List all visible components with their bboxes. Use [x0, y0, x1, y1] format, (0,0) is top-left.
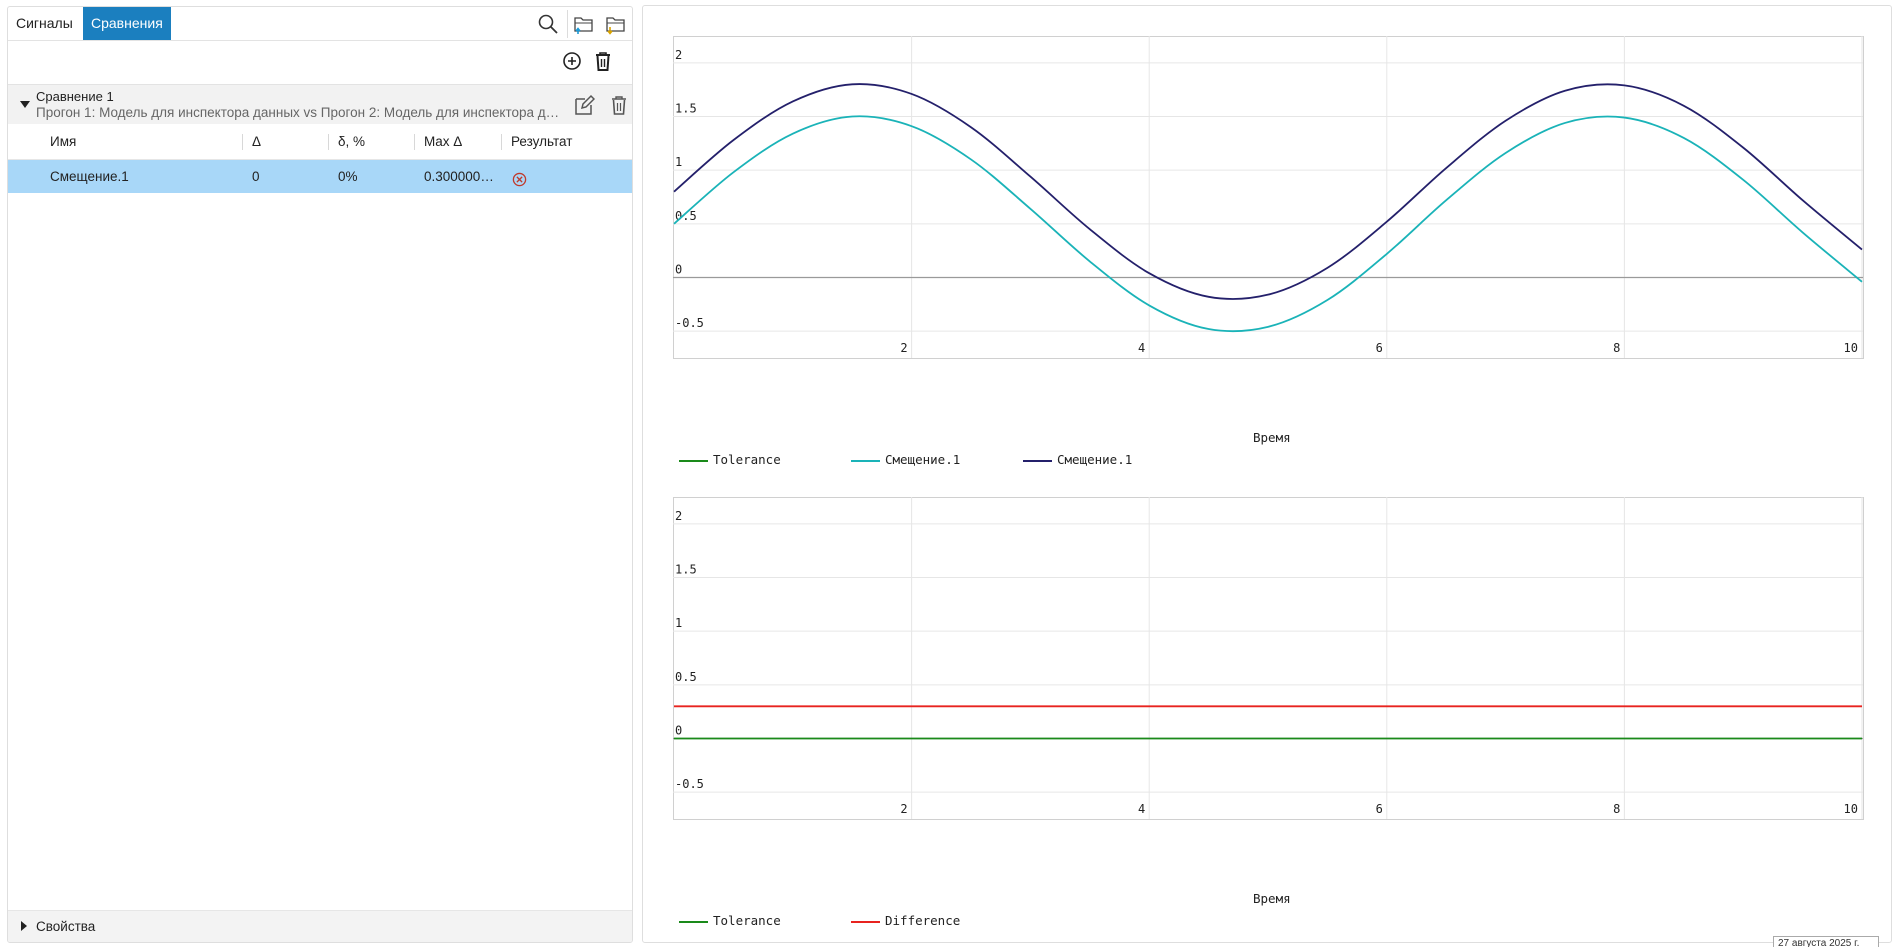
properties-label: Свойства [36, 919, 96, 934]
comparison-subtitle: Прогон 1: Модель для инспектора данных v… [36, 105, 564, 120]
x-tick-label: 4 [1138, 802, 1145, 816]
column-max-delta-header[interactable]: Max Δ [424, 134, 463, 149]
expand-caret-icon[interactable] [21, 921, 27, 931]
legend-label: Difference [885, 913, 961, 928]
signal-name-cell: Смещение.1 [50, 169, 129, 184]
x-tick-label: 6 [1376, 341, 1383, 355]
column-name-header[interactable]: Имя [50, 134, 77, 149]
table-row[interactable]: Смещение.1 0 0% 0.30000000000000004 [8, 160, 632, 193]
y-tick-label: 0 [675, 724, 682, 738]
column-result-header[interactable]: Результат [511, 134, 573, 149]
x-tick-label: 2 [900, 341, 907, 355]
legend-swatch-tolerance [679, 460, 708, 462]
tab-bar: Сигналы Сравнения [8, 7, 632, 41]
difference-chart[interactable]: 2 1.5 1 0.5 0 -0.5 2 4 6 8 10 [673, 497, 1875, 820]
comparison-toolbar [8, 41, 632, 83]
tab-signals[interactable]: Сигналы [16, 15, 73, 31]
y-tick-label: 2 [675, 48, 682, 62]
max-delta-cell: 0.30000000000000004 [424, 169, 494, 184]
y-tick-label: -0.5 [675, 777, 704, 791]
x-tick-label: 2 [900, 802, 907, 816]
x-tick-label: 10 [1844, 341, 1858, 355]
trash-icon[interactable] [592, 49, 614, 73]
plot-area-panel: 2 1.5 1 0.5 0 -0.5 2 4 6 8 10 Время Tolerance Смещ… [642, 5, 1892, 943]
delta-cell: 0 [252, 169, 260, 184]
column-delta-pct-header[interactable]: δ, % [338, 134, 366, 149]
y-tick-label: -0.5 [675, 316, 704, 330]
y-tick-label: 0.5 [675, 670, 697, 684]
series-line[interactable] [673, 83, 1863, 300]
legend-swatch-tolerance [679, 921, 708, 923]
add-icon[interactable] [561, 49, 583, 73]
y-tick-label: 1.5 [675, 563, 697, 577]
y-tick-label: 1 [675, 155, 682, 169]
legend-label: Tolerance [713, 452, 781, 467]
search-icon[interactable] [537, 13, 559, 35]
tab-comparisons[interactable]: Сравнения [83, 7, 171, 40]
comparisons-panel: Сигналы Сравнения [7, 6, 633, 943]
column-divider[interactable] [501, 134, 502, 150]
y-tick-label: 1.5 [675, 102, 697, 116]
collapse-caret-icon[interactable] [20, 101, 30, 108]
y-tick-label: 2 [675, 509, 682, 523]
plot-frame [673, 497, 1864, 820]
edit-icon[interactable] [573, 93, 595, 117]
comparison-title: Сравнение 1 [36, 89, 114, 104]
legend-swatch-signal-1 [851, 460, 880, 462]
y-tick-label: 0 [675, 263, 682, 277]
column-divider[interactable] [414, 134, 415, 150]
legend-label: Смещение.1 [885, 452, 961, 467]
legend-swatch-signal-2 [1023, 460, 1052, 462]
series-line[interactable] [673, 115, 1863, 333]
signal-comparison-chart[interactable]: 2 1.5 1 0.5 0 -0.5 2 4 6 8 10 [673, 36, 1875, 359]
x-tick-label: 6 [1376, 802, 1383, 816]
delta-pct-cell: 0% [338, 169, 358, 184]
x-tick-label: 10 [1844, 802, 1858, 816]
x-tick-label: 4 [1138, 341, 1145, 355]
comparison-group-header[interactable]: Сравнение 1 Прогон 1: Модель для инспект… [8, 84, 632, 124]
x-tick-label: 8 [1613, 802, 1620, 816]
fail-status-icon [512, 172, 527, 187]
x-tick-label: 8 [1613, 341, 1620, 355]
open-folder-download-icon[interactable] [605, 13, 627, 35]
y-tick-label: 0.5 [675, 209, 697, 223]
properties-section[interactable]: Свойства [8, 910, 632, 942]
legend-label: Смещение.1 [1057, 452, 1133, 467]
x-axis-title: Время [1253, 891, 1291, 906]
column-divider[interactable] [242, 134, 243, 150]
x-axis-title: Время [1253, 430, 1291, 445]
legend-swatch-difference [851, 921, 880, 923]
y-tick-label: 1 [675, 616, 682, 630]
column-delta-header[interactable]: Δ [252, 134, 262, 149]
table-header: Имя Δ δ, % Max Δ Результат [8, 124, 632, 160]
date-tooltip: 27 августа 2025 г. [1773, 936, 1879, 947]
open-folder-upload-icon[interactable] [573, 13, 595, 35]
toolbar-divider [567, 10, 568, 38]
delete-comparison-icon[interactable] [608, 93, 630, 117]
column-divider[interactable] [328, 134, 329, 150]
plot-frame [673, 36, 1864, 359]
legend-label: Tolerance [713, 913, 781, 928]
